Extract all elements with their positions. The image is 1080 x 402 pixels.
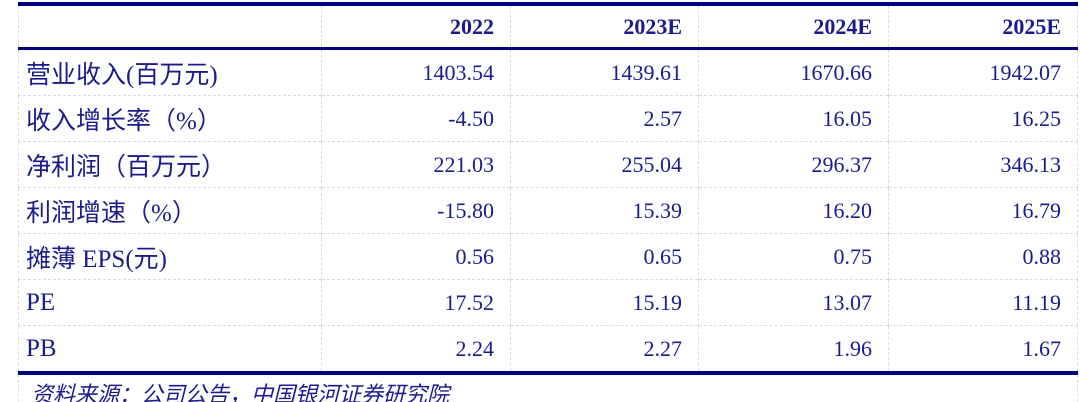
cell-value: 1942.07 xyxy=(888,48,1078,96)
table-row-diluted-eps: 摊薄 EPS(元) 0.56 0.65 0.75 0.88 xyxy=(18,233,1078,280)
row-label: 营业收入(百万元) xyxy=(26,61,218,89)
cell-value: 15.39 xyxy=(510,187,699,234)
cell-value: 16.25 xyxy=(888,95,1078,142)
table-row-pe: PE 17.52 15.19 13.07 11.19 xyxy=(18,279,1078,326)
cell-value: 1670.66 xyxy=(698,48,889,96)
cell-value: 1.96 xyxy=(698,325,889,373)
cell-value: 2.24 xyxy=(321,325,511,373)
table-row-net-profit: 净利润（百万元） 221.03 255.04 296.37 346.13 xyxy=(18,141,1078,188)
header-year-2024e: 2024E xyxy=(698,4,889,49)
source-note: 资料来源：公司公告，中国银河证券研究院 xyxy=(31,382,450,402)
cell-value: 0.88 xyxy=(888,233,1078,280)
header-empty-cell xyxy=(19,4,322,49)
row-label: 收入增长率（%） xyxy=(26,107,222,135)
header-year-2025e: 2025E xyxy=(888,4,1078,49)
cell-value: 296.37 xyxy=(698,141,889,188)
header-year-2022: 2022 xyxy=(321,4,511,49)
table-row-profit-growth: 利润增速（%） -15.80 15.39 16.20 16.79 xyxy=(18,187,1078,234)
row-label: PE xyxy=(26,288,56,316)
table-row-pb: PB 2.24 2.27 1.96 1.67 xyxy=(18,325,1078,373)
header-row: 2022 2023E 2024E 2025E xyxy=(18,4,1078,49)
cell-value: 0.56 xyxy=(321,233,511,280)
cell-value: 0.65 xyxy=(510,233,699,280)
cell-value: 17.52 xyxy=(321,279,511,326)
cell-value: 2.57 xyxy=(510,95,699,142)
cell-value: 11.19 xyxy=(888,279,1078,326)
cell-value: 346.13 xyxy=(888,141,1078,188)
cell-value: 16.20 xyxy=(698,187,889,234)
header-year-2023e: 2023E xyxy=(510,4,699,49)
row-label: PB xyxy=(26,334,57,362)
financial-forecast-table: 2022 2023E 2024E 2025E 营业收入(百万元) 1403.54… xyxy=(18,2,1078,402)
cell-value: -15.80 xyxy=(321,187,511,234)
cell-value: -4.50 xyxy=(321,95,511,142)
cell-value: 16.05 xyxy=(698,95,889,142)
cell-value: 255.04 xyxy=(510,141,699,188)
cell-value: 1439.61 xyxy=(510,48,699,96)
cell-value: 1403.54 xyxy=(321,48,511,96)
source-row: 资料来源：公司公告，中国银河证券研究院 xyxy=(18,373,1078,402)
cell-value: 16.79 xyxy=(888,187,1078,234)
cell-value: 221.03 xyxy=(321,141,511,188)
cell-value: 0.75 xyxy=(698,233,889,280)
table-row-revenue: 营业收入(百万元) 1403.54 1439.61 1670.66 1942.0… xyxy=(18,48,1078,96)
cell-value: 13.07 xyxy=(698,279,889,326)
cell-value: 15.19 xyxy=(510,279,699,326)
row-label: 利润增速（%） xyxy=(26,199,197,227)
cell-value: 1.67 xyxy=(888,325,1078,373)
table-row-revenue-growth: 收入增长率（%） -4.50 2.57 16.05 16.25 xyxy=(18,95,1078,142)
row-label: 摊薄 EPS(元) xyxy=(26,245,167,273)
row-label: 净利润（百万元） xyxy=(26,153,227,181)
cell-value: 2.27 xyxy=(510,325,699,373)
